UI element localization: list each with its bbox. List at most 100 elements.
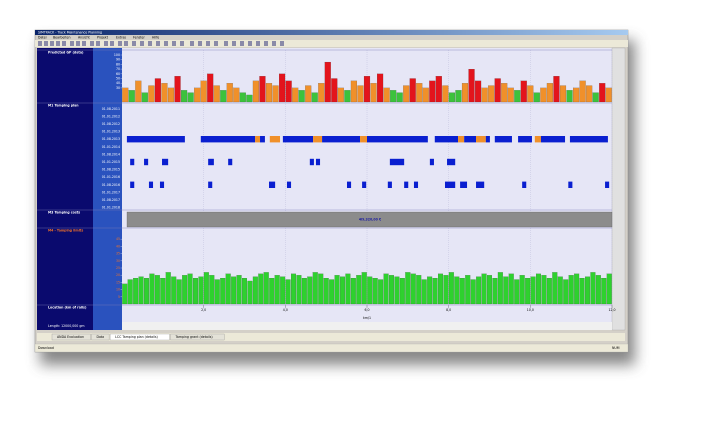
y-tick-label: 35	[116, 252, 120, 256]
bar	[148, 85, 155, 103]
tab-label[interactable]: Data	[97, 335, 105, 339]
bar	[213, 85, 220, 103]
bar	[416, 83, 423, 103]
bar	[494, 78, 501, 103]
menu-item[interactable]: Hilfe	[152, 36, 159, 40]
bar	[323, 278, 329, 305]
tab[interactable]	[170, 333, 225, 341]
menu-item[interactable]: Ansicht	[78, 36, 91, 40]
y-tick-label: 15	[116, 280, 120, 284]
bar	[559, 85, 567, 103]
bar	[429, 80, 436, 103]
bar	[579, 278, 585, 305]
plan-segment	[444, 181, 456, 188]
bar	[200, 80, 207, 103]
y-tick-label: 80	[116, 62, 120, 66]
bar	[269, 278, 275, 305]
bar	[167, 87, 175, 103]
plan-segment	[228, 158, 233, 166]
bar	[416, 275, 422, 305]
bar	[350, 278, 356, 305]
row-label: 01.08.2014	[102, 152, 120, 156]
bar	[579, 80, 586, 103]
bar	[226, 83, 233, 103]
plan-segment	[458, 136, 465, 143]
bar	[410, 273, 416, 305]
plan-segment	[148, 181, 154, 188]
plan-segment	[346, 181, 352, 188]
y-tick-label: 40	[116, 81, 120, 85]
bar	[340, 276, 345, 305]
bar	[448, 92, 455, 103]
tab[interactable]	[109, 333, 170, 341]
plan-segment	[159, 181, 165, 188]
tab[interactable]	[91, 333, 110, 341]
h-scrollbar	[122, 322, 612, 330]
bar	[138, 276, 144, 305]
bar	[454, 276, 460, 305]
bar	[331, 78, 338, 103]
plan-segment	[322, 136, 361, 143]
bar	[149, 273, 155, 305]
y-tick-label: 50	[116, 77, 120, 81]
section-label: M1 Tamping plan	[48, 104, 79, 108]
plan-segment	[269, 136, 281, 143]
bar	[193, 278, 198, 305]
bar	[409, 78, 416, 103]
bar	[291, 273, 296, 305]
plan-segment	[494, 136, 512, 143]
bar	[194, 87, 201, 103]
tab-label[interactable]: LCC Tamping plan (details)	[115, 335, 158, 339]
bar	[133, 278, 139, 305]
plan-segment	[522, 181, 527, 188]
bar	[220, 90, 227, 103]
bar	[259, 76, 266, 103]
bar	[553, 76, 560, 103]
bar	[481, 87, 488, 103]
plan-segment	[434, 136, 459, 143]
bar	[265, 83, 273, 103]
bar	[207, 73, 214, 103]
bar	[182, 275, 188, 305]
bar	[329, 279, 335, 305]
tab-label[interactable]: Tamping grant (details)	[175, 335, 213, 339]
bar	[606, 273, 612, 305]
bar	[525, 278, 531, 305]
menu-item[interactable]: Fenster	[133, 36, 146, 40]
axis-panel	[93, 48, 122, 330]
bar	[438, 273, 443, 305]
tab-bar	[37, 333, 625, 341]
plan-segment	[389, 158, 405, 166]
bar	[475, 80, 482, 103]
bar	[279, 73, 286, 103]
menu-item[interactable]: Extras	[116, 36, 126, 40]
menu-item[interactable]: Datei	[38, 36, 47, 40]
bar	[459, 278, 465, 305]
bar	[209, 275, 215, 305]
plan-segment	[130, 158, 135, 166]
plan-segment	[464, 136, 477, 143]
tab-label[interactable]: ANDA Evaluation	[57, 335, 84, 339]
plan-segment	[315, 158, 321, 166]
y-tick-label: 90	[116, 58, 120, 62]
row-label: 01.01.2014	[102, 145, 120, 149]
bar	[370, 83, 377, 103]
bar	[540, 87, 547, 103]
bar	[389, 275, 394, 305]
menu-item[interactable]: Bearbeiten	[53, 36, 71, 40]
bar	[252, 276, 258, 305]
bar	[432, 278, 438, 305]
bar	[318, 83, 325, 103]
bar	[573, 87, 580, 103]
menu-item[interactable]: Projekt	[97, 36, 109, 40]
bar	[421, 279, 427, 305]
plan-segment	[568, 181, 573, 188]
bar	[435, 76, 442, 103]
bar	[601, 278, 607, 305]
plan-segment	[534, 136, 541, 143]
tab[interactable]	[51, 333, 91, 341]
bar	[443, 275, 449, 305]
bar	[363, 76, 371, 103]
bar	[252, 80, 259, 103]
plan-segment	[429, 158, 434, 166]
